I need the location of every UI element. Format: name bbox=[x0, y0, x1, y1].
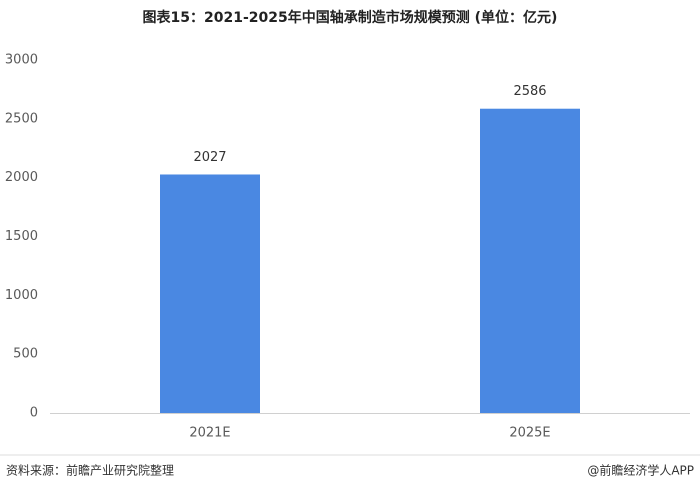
x-tick-label: 2021E bbox=[189, 426, 230, 441]
y-tick-label: 500 bbox=[13, 347, 38, 362]
credit: @前瞻经济学人APP bbox=[587, 463, 694, 478]
y-tick-label: 0 bbox=[30, 406, 38, 421]
source-note: 资料来源：前瞻产业研究院整理 bbox=[6, 463, 174, 478]
y-tick-label: 2500 bbox=[5, 111, 38, 126]
y-tick-label: 1500 bbox=[5, 229, 38, 244]
x-tick-label: 2025E bbox=[509, 426, 550, 441]
value-label: 2586 bbox=[513, 84, 546, 99]
bar bbox=[480, 108, 580, 414]
value-label: 2027 bbox=[193, 150, 226, 165]
chart-title: 图表15：2021-2025年中国轴承制造市场规模预测 (单位：亿元) bbox=[143, 9, 558, 26]
bar bbox=[160, 174, 260, 413]
y-tick-label: 2000 bbox=[5, 170, 38, 185]
y-tick-label: 3000 bbox=[5, 53, 38, 68]
y-tick-label: 1000 bbox=[5, 288, 38, 303]
